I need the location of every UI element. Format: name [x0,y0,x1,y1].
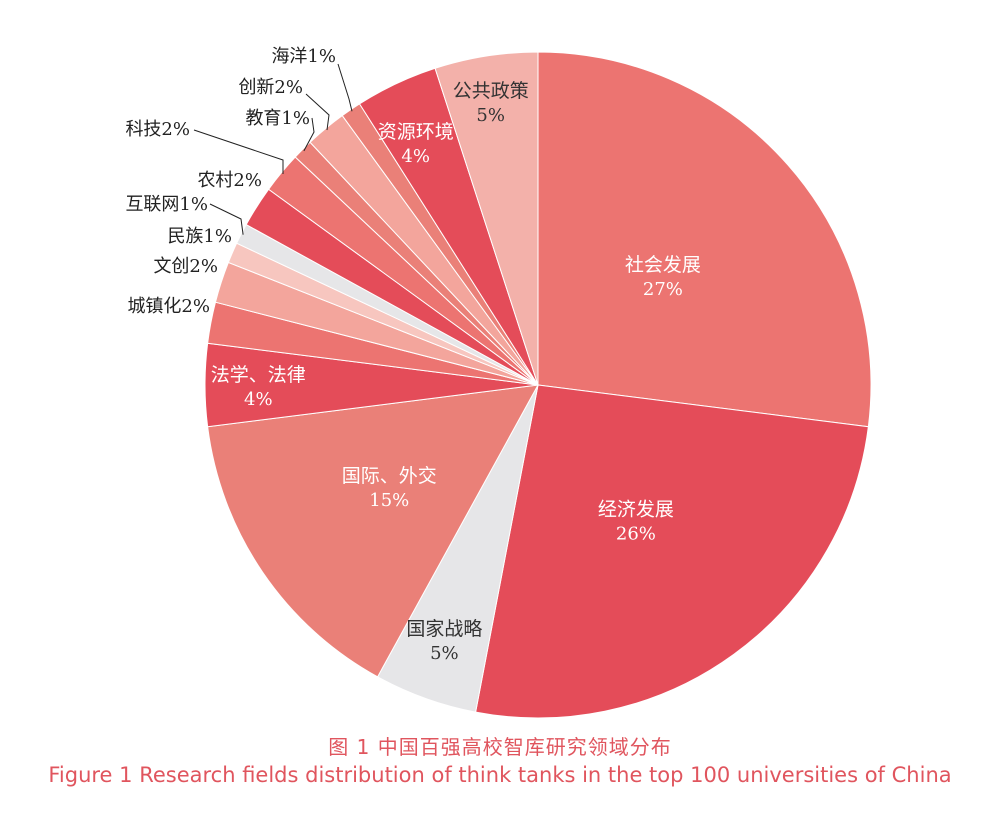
slice-outside-label: 创新2% [238,77,303,98]
slice-percent-label: 4% [244,389,273,410]
slice-outside-label: 农村2% [197,170,262,191]
pie-slice [475,384,869,719]
slice-label: 国家战略 [406,618,482,640]
slice-percent-label: 5% [476,105,505,126]
caption-chinese: 图 1 中国百强高校智库研究领域分布 [328,735,672,759]
slice-outside-label: 海洋1% [271,46,336,67]
labels-layer: 社会发展 27% 经济发展 26% 国家战略 5% 国际、外交 15% 法学、法律 4% 城镇化2%… [125,46,700,664]
slice-outside-label: 文创2% [153,256,218,277]
slice-label: 经济发展 [598,499,674,521]
leader-line [193,129,284,174]
leader-line [209,203,244,235]
pie-slice [537,51,872,428]
slice-outside-label: 互联网1% [125,194,208,215]
slice-percent-label: 5% [430,643,459,664]
slice-outside-label: 教育1% [245,108,310,129]
leader-line [337,63,353,112]
slice-label: 法学、法律 [211,364,306,386]
slice-percent-label: 15% [369,490,409,511]
slice-outside-label: 民族1% [167,226,232,247]
slice-percent-label: 26% [616,524,656,545]
pie-slice [207,384,539,678]
slice-percent-label: 27% [643,279,683,300]
slices-layer [204,51,872,719]
slice-label: 社会发展 [625,254,701,276]
leader-line [303,117,315,152]
slice-label: 国际、外交 [342,465,437,487]
slice-percent-label: 4% [401,146,430,167]
leader-lines-layer [193,63,353,235]
caption-english: Figure 1 Research fields distribution of… [48,763,952,787]
slice-outside-label: 科技2% [125,119,190,140]
slice-outside-label: 城镇化2% [127,296,210,317]
pie-slice [434,51,539,386]
leader-line [305,93,330,131]
slice-label: 公共政策 [453,80,529,102]
slice-label: 资源环境 [378,121,454,143]
